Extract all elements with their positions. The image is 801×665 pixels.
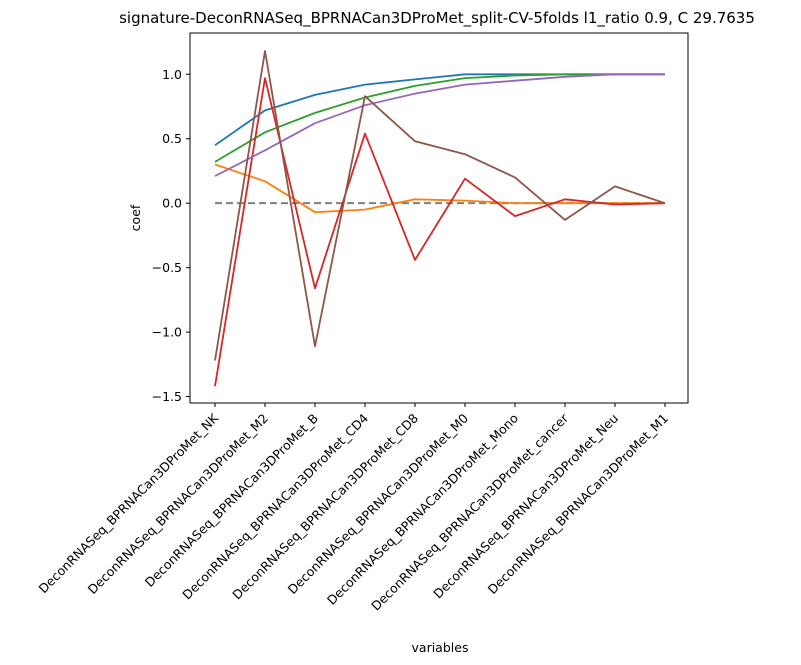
- plot-frame: [189, 32, 689, 404]
- y-tick-label: −1.5: [152, 389, 182, 404]
- series-purple-line: [214, 73, 665, 177]
- y-tick-label: −0.5: [152, 260, 182, 275]
- series-red-line: [214, 77, 666, 387]
- x-axis-label: variables: [412, 640, 469, 655]
- x-tick-label: DeconRNASeq_BPRNACan3DProMet_Neu: [430, 411, 621, 602]
- y-tick-label: −1.0: [152, 325, 182, 340]
- x-tick-label: DeconRNASeq_BPRNACan3DProMet_NK: [35, 410, 221, 596]
- y-tick-label: 0.0: [162, 196, 182, 211]
- chart-title: signature-DeconRNASeq_BPRNACan3DProMet_s…: [119, 9, 755, 28]
- x-tick-label: DeconRNASeq_BPRNACan3DProMet_M1: [485, 411, 671, 597]
- series-blue-line: [214, 73, 665, 146]
- y-tick-label: 1.0: [162, 67, 182, 82]
- series-brown-line: [214, 50, 666, 361]
- series-green-line: [214, 73, 665, 163]
- y-axis: −1.5 −1.0 −0.5 0.0 0.5 1.0: [152, 67, 190, 404]
- y-tick-label: 0.5: [162, 131, 182, 146]
- x-tick-label: DeconRNASeq_BPRNACan3DProMet_M0: [285, 410, 472, 597]
- x-axis: DeconRNASeq_BPRNACan3DProMet_NKDeconRNAS…: [35, 403, 671, 614]
- x-tick-label: DeconRNASeq_BPRNACan3DProMet_M2: [85, 411, 271, 597]
- x-tick-label: DeconRNASeq_BPRNACan3DProMet_CD8: [229, 410, 421, 602]
- y-axis-label: coef: [128, 204, 143, 231]
- series-orange-line: [214, 163, 665, 214]
- plot-area: [189, 32, 689, 404]
- x-tick-label: DeconRNASeq_BPRNACan3DProMet_CD4: [179, 410, 371, 602]
- x-tick-label: DeconRNASeq_BPRNACan3DProMet_B: [142, 411, 321, 590]
